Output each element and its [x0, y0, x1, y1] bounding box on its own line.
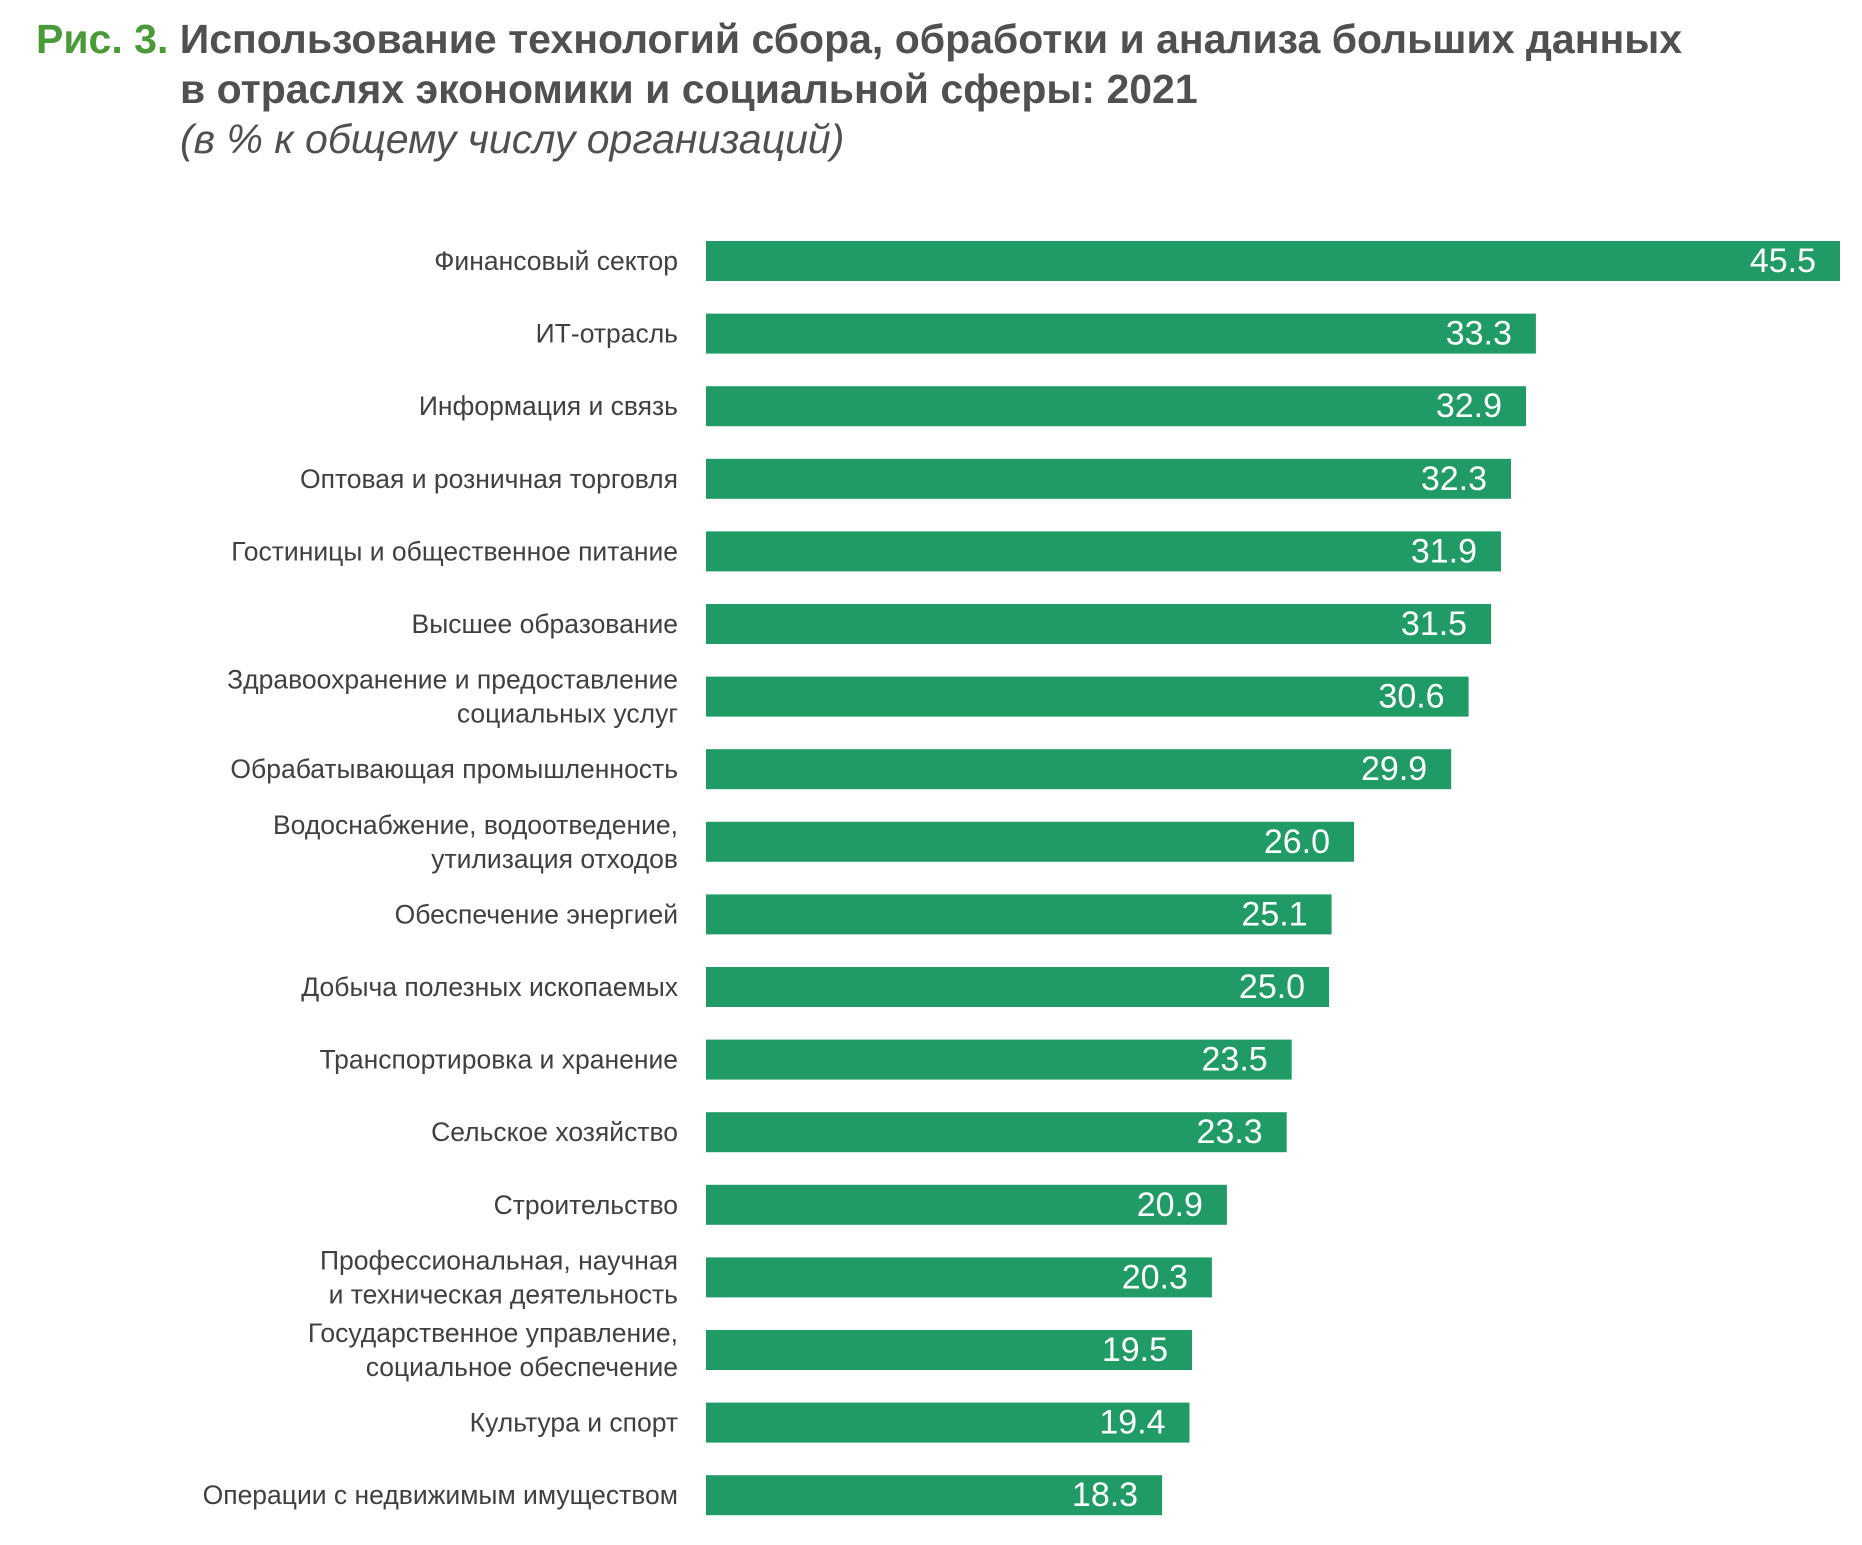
value-label: 26.0 [1264, 823, 1330, 861]
bar [706, 676, 1469, 717]
bar [706, 1475, 1163, 1516]
category-label: Гостиницы и общественное питание [231, 536, 678, 566]
bar [706, 458, 1511, 499]
value-label: 23.5 [1202, 1041, 1268, 1079]
value-label: 19.5 [1102, 1331, 1168, 1369]
bar [706, 821, 1354, 862]
value-label: 19.4 [1099, 1404, 1165, 1442]
value-label: 23.3 [1197, 1113, 1263, 1151]
category-label: Операции с недвижимым имуществом [203, 1480, 678, 1510]
bar [706, 1039, 1292, 1080]
category-label: Добыча полезных ископаемых [301, 972, 678, 1002]
chart-subtitle: (в % к общему числу организаций) [180, 116, 845, 162]
value-label: 32.9 [1436, 387, 1502, 425]
category-label: и техническая деятельность [329, 1279, 678, 1309]
chart-title: Рис. 3. Использование технологий сбора, … [36, 14, 1836, 164]
title-line-2: в отраслях экономики и социальной сферы:… [180, 66, 1198, 112]
category-label: Государственное управление, [308, 1318, 678, 1348]
title-line-1: Рис. 3. Использование технологий сбора, … [36, 14, 1836, 64]
value-label: 20.9 [1137, 1186, 1203, 1224]
category-label: Обеспечение энергией [395, 899, 678, 929]
value-label: 29.9 [1361, 750, 1427, 788]
category-label: социальных услуг [457, 699, 678, 729]
bar [706, 967, 1330, 1007]
value-label: 31.5 [1401, 605, 1467, 643]
value-label: 32.3 [1421, 460, 1487, 498]
bar [706, 1112, 1287, 1153]
category-label: социальное обеспечение [366, 1352, 678, 1382]
bar [706, 1184, 1227, 1225]
bar [706, 1330, 1192, 1370]
category-label: Оптовая и розничная торговля [300, 464, 678, 494]
category-label: Сельское хозяйство [431, 1117, 678, 1147]
bar [706, 386, 1526, 427]
category-label: Высшее образование [412, 609, 678, 639]
category-label: Профессиональная, научная [320, 1245, 678, 1275]
value-label: 25.0 [1239, 968, 1305, 1006]
category-label: Транспортировка и хранение [319, 1045, 678, 1075]
title-text-1: Использование технологий сбора, обработк… [179, 16, 1683, 62]
bar [706, 749, 1452, 790]
value-label: 18.3 [1072, 1476, 1138, 1514]
category-label: Водоснабжение, водоотведение, [273, 810, 678, 840]
category-label: Финансовый сектор [434, 246, 678, 276]
category-label: Здравоохранение и предоставление [227, 665, 678, 695]
category-label: Культура и спорт [470, 1408, 678, 1438]
bar [706, 313, 1536, 354]
value-label: 31.9 [1411, 532, 1477, 570]
value-label: 30.6 [1378, 678, 1444, 716]
value-label: 33.3 [1446, 315, 1512, 353]
bar [706, 604, 1492, 644]
figure-label: Рис. 3. [36, 16, 169, 62]
bar [706, 531, 1501, 572]
category-label: Обрабатывающая промышленность [230, 754, 678, 784]
value-label: 45.5 [1750, 242, 1816, 280]
bar [706, 241, 1840, 281]
category-label: Строительство [494, 1190, 678, 1220]
value-label: 25.1 [1241, 895, 1307, 933]
bar [706, 1257, 1212, 1298]
category-label: ИТ-отрасль [536, 319, 678, 349]
bar [706, 1402, 1190, 1443]
value-label: 20.3 [1122, 1258, 1188, 1296]
category-label: Информация и связь [419, 391, 678, 421]
bar [706, 894, 1332, 935]
category-label: утилизация отходов [431, 844, 678, 874]
